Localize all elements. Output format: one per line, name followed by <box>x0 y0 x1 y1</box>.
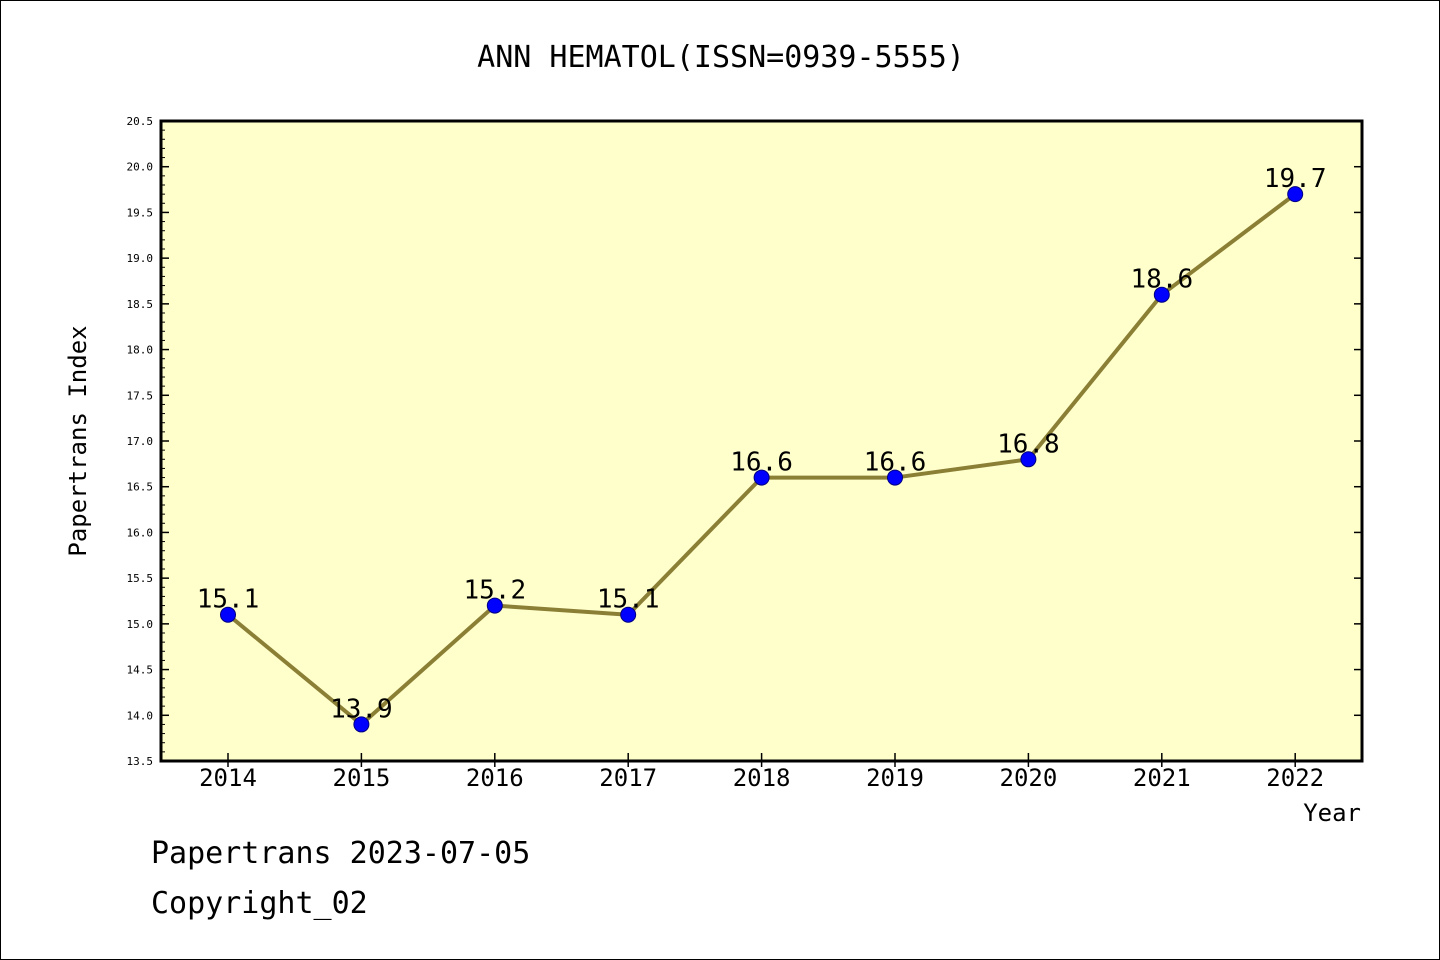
data-point <box>620 606 637 623</box>
x-axis-label: Year <box>1303 799 1361 827</box>
y-tick-label: 17.0 <box>127 435 154 448</box>
y-tick-label: 17.5 <box>127 389 154 402</box>
x-tick-label: 2015 <box>333 764 391 792</box>
y-tick-label: 19.0 <box>127 252 154 265</box>
y-tick-label: 20.5 <box>127 115 154 128</box>
y-tick-label: 15.0 <box>127 618 154 631</box>
plot-area <box>159 119 1364 763</box>
x-tick-label: 2020 <box>1000 764 1058 792</box>
footer-date: Papertrans 2023-07-05 <box>151 836 531 871</box>
data-point <box>753 469 770 486</box>
y-tick-label: 14.0 <box>127 709 154 722</box>
y-tick-label: 14.5 <box>127 664 154 677</box>
y-tick-label: 16.5 <box>127 481 154 494</box>
x-tick-label: 2017 <box>599 764 657 792</box>
y-tick-label: 20.0 <box>127 161 154 174</box>
y-tick-label: 16.0 <box>127 526 154 539</box>
y-tick-label: 19.5 <box>127 206 154 219</box>
data-point <box>486 597 503 614</box>
y-tick-label: 18.5 <box>127 298 154 311</box>
x-tick-label: 2021 <box>1133 764 1191 792</box>
data-point <box>220 606 236 623</box>
y-axis-label: Papertrans Index <box>64 325 92 556</box>
x-tick-label: 2018 <box>733 764 791 792</box>
x-axis: 2014 2015 2016 2017 2018 2019 2020 2021 2022 <box>199 753 1324 792</box>
x-tick-label: 2019 <box>866 764 924 792</box>
data-point <box>1287 186 1304 203</box>
x-tick-label: 2016 <box>466 764 524 792</box>
x-tick-label: 2022 <box>1266 764 1324 792</box>
x-tick-label: 2014 <box>199 764 257 792</box>
data-point <box>353 716 370 733</box>
y-axis: 13.5 14.0 14.5 15.0 15.5 16.0 16.5 17.0 17.5 18.0… <box>127 115 1362 768</box>
y-tick-label: 18.0 <box>127 344 154 357</box>
data-point <box>887 469 903 486</box>
data-point <box>1153 286 1170 303</box>
data-point <box>1020 451 1037 468</box>
footer-copyright: Copyright_02 <box>151 886 368 921</box>
series: 15.113.915.2 15.116.6 16.616.818.619.7 <box>197 164 1327 733</box>
y-tick-label: 13.5 <box>127 755 154 768</box>
chart-title: ANN HEMATOL(ISSN=0939-5555) <box>477 40 965 75</box>
y-tick-label: 15.5 <box>127 572 154 585</box>
